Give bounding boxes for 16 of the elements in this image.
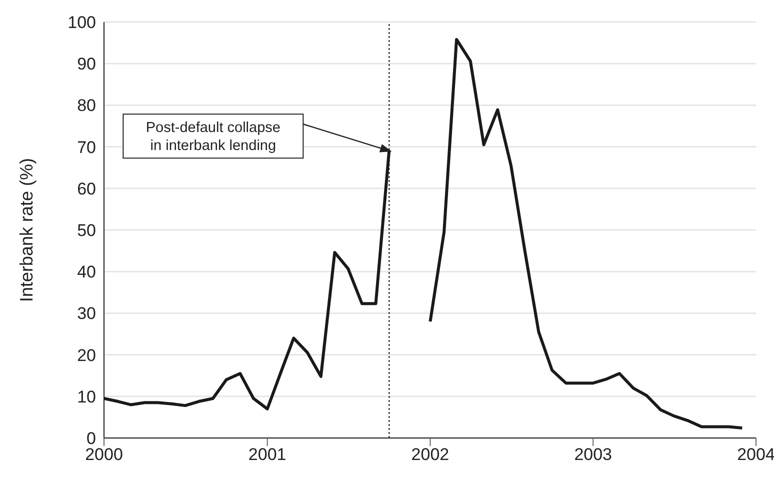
y-tick-label: 60 bbox=[77, 179, 96, 198]
x-tick-label: 2003 bbox=[574, 445, 612, 464]
y-tick-label: 40 bbox=[77, 262, 96, 282]
y-tick-label: 20 bbox=[77, 346, 96, 365]
x-tick-label: 2004 bbox=[737, 445, 775, 464]
y-axis-title: Interbank rate (%) bbox=[16, 158, 36, 302]
y-tick-label: 30 bbox=[77, 304, 96, 324]
y-tick-label: 90 bbox=[77, 54, 96, 74]
y-tick-label: 100 bbox=[68, 13, 96, 32]
y-tick-label: 80 bbox=[77, 96, 96, 116]
x-tick-label: 2002 bbox=[411, 445, 450, 464]
annotation: Post-default collapse in interbank lending bbox=[146, 120, 280, 154]
y-tick-label: 50 bbox=[77, 221, 96, 240]
x-tick-label: 2001 bbox=[248, 445, 286, 464]
y-tick-label: 10 bbox=[77, 387, 96, 406]
y-tick-label: 70 bbox=[77, 138, 96, 157]
